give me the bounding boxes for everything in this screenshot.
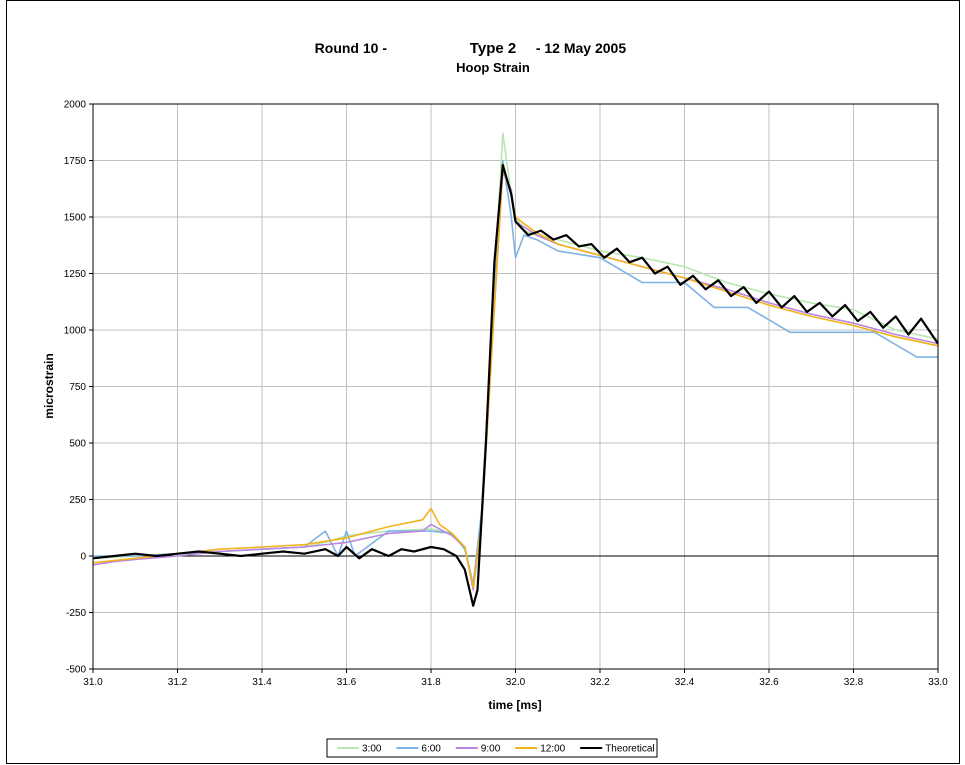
y-tick-label: -500 <box>66 665 86 676</box>
legend-label-theoretical: Theoretical <box>605 744 654 755</box>
x-axis-label: time [ms] <box>488 698 541 712</box>
x-tick-label: 33.0 <box>928 677 948 688</box>
y-axis-label: microstrain <box>42 353 56 418</box>
series-line-theoretical <box>92 163 939 607</box>
legend-label-12-00: 12:00 <box>540 744 565 755</box>
x-tick-label: 31.6 <box>337 677 357 688</box>
x-tick-label: 32.4 <box>675 677 695 688</box>
chart-title-date: - 12 May 2005 <box>536 40 626 56</box>
legend-box <box>326 738 658 758</box>
y-tick-label: 0 <box>80 552 86 563</box>
x-tick-label: 32.8 <box>844 677 864 688</box>
chart-title-type: Type 2 <box>470 40 516 57</box>
legend-label-3-00: 3:00 <box>362 744 382 755</box>
y-tick-label: -250 <box>66 608 86 619</box>
x-tick-label: 31.0 <box>83 677 103 688</box>
x-tick-label: 31.2 <box>168 677 188 688</box>
x-tick-label: 32.2 <box>590 677 610 688</box>
y-tick-label: 1750 <box>64 156 87 167</box>
series-layer <box>92 132 939 607</box>
y-tick-labels: 2000 1750 1500 1250 1000 750 500 250 0 -250 -500 <box>64 100 93 676</box>
legend-label-6-00: 6:00 <box>421 744 441 755</box>
y-tick-label: 1500 <box>64 213 87 224</box>
y-tick-label: 500 <box>69 439 86 450</box>
x-tick-label: 32.6 <box>759 677 779 688</box>
chart-subtitle: Hoop Strain <box>456 60 530 75</box>
y-tick-label: 750 <box>69 382 86 393</box>
legend-label-9-00: 9:00 <box>481 744 501 755</box>
legend: 3:00 6:00 9:00 12:00 Theoretical <box>326 738 658 758</box>
x-tick-label: 32.0 <box>506 677 526 688</box>
chart-title-prefix: Round 10 - <box>315 40 388 56</box>
x-tick-label: 31.4 <box>252 677 272 688</box>
y-tick-label: 1250 <box>64 269 87 280</box>
x-tick-label: 31.8 <box>421 677 441 688</box>
y-tick-label: 250 <box>69 495 86 506</box>
chart-frame: Round 10 - Type 2 - 12 May 2005 Hoop Str… <box>6 0 960 764</box>
y-tick-label: 2000 <box>64 100 87 111</box>
y-tick-label: 1000 <box>64 326 87 337</box>
chart-canvas: Round 10 - Type 2 - 12 May 2005 Hoop Str… <box>42 40 948 758</box>
x-tick-labels: 31.0 31.2 31.4 31.6 31.8 32.0 32.2 32.4 32.6 32.8… <box>83 669 948 688</box>
